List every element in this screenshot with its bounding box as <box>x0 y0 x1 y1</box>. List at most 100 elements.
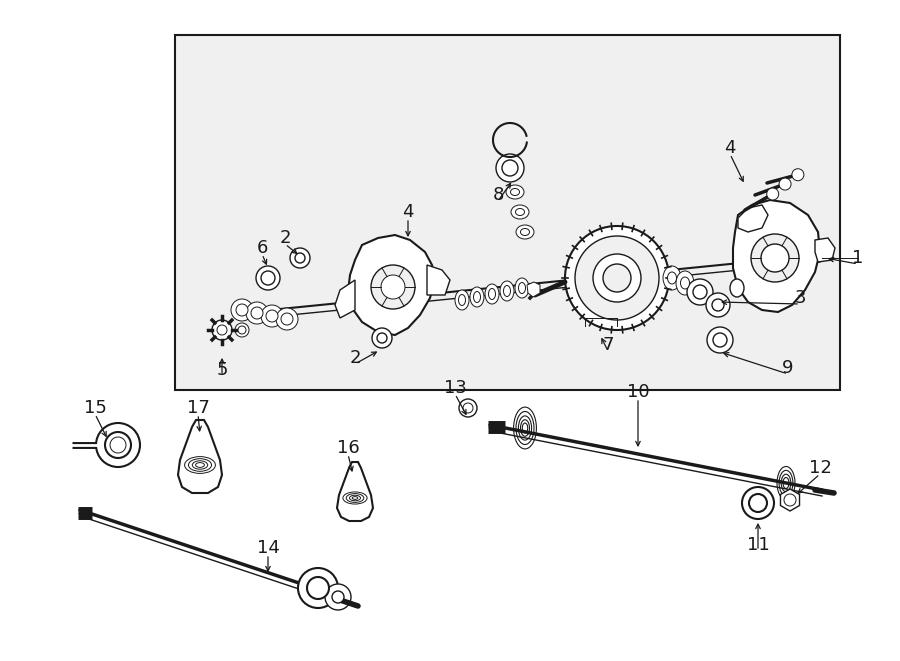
Circle shape <box>792 169 804 180</box>
Circle shape <box>463 403 473 413</box>
Circle shape <box>565 226 669 330</box>
Text: 9: 9 <box>782 359 794 377</box>
Text: 4: 4 <box>724 139 736 157</box>
Polygon shape <box>780 489 799 511</box>
Circle shape <box>707 327 733 353</box>
Ellipse shape <box>503 286 510 297</box>
Circle shape <box>105 432 131 458</box>
Circle shape <box>496 154 524 182</box>
Ellipse shape <box>489 288 496 299</box>
Text: 1: 1 <box>852 249 864 267</box>
Circle shape <box>377 333 387 343</box>
Ellipse shape <box>515 278 529 298</box>
Text: 6: 6 <box>256 239 267 257</box>
Circle shape <box>295 253 305 263</box>
Circle shape <box>693 285 707 299</box>
Ellipse shape <box>511 205 529 219</box>
Text: 4: 4 <box>402 203 414 221</box>
Circle shape <box>459 399 477 417</box>
Polygon shape <box>178 420 222 493</box>
Text: 10: 10 <box>626 383 649 401</box>
Polygon shape <box>337 462 373 521</box>
Ellipse shape <box>516 225 534 239</box>
Ellipse shape <box>500 281 514 301</box>
Bar <box>175 35 840 390</box>
Polygon shape <box>427 265 450 295</box>
Ellipse shape <box>518 282 526 293</box>
Text: 11: 11 <box>747 536 770 554</box>
Circle shape <box>298 568 338 608</box>
Circle shape <box>761 244 789 272</box>
Ellipse shape <box>485 284 499 304</box>
Ellipse shape <box>473 292 481 303</box>
Circle shape <box>381 275 405 299</box>
Circle shape <box>713 333 727 347</box>
Circle shape <box>217 325 227 335</box>
Text: 15: 15 <box>84 399 106 417</box>
Circle shape <box>706 293 730 317</box>
Text: 3: 3 <box>794 289 806 307</box>
Circle shape <box>307 577 329 599</box>
Text: 14: 14 <box>256 539 279 557</box>
Circle shape <box>502 160 518 176</box>
Circle shape <box>749 494 767 512</box>
Circle shape <box>266 310 278 322</box>
Text: 2: 2 <box>279 229 291 247</box>
Text: 5: 5 <box>216 361 228 379</box>
Text: 2: 2 <box>349 349 361 367</box>
Polygon shape <box>348 235 435 335</box>
Text: 17: 17 <box>186 399 210 417</box>
Ellipse shape <box>458 295 465 305</box>
Polygon shape <box>335 280 355 318</box>
Text: 13: 13 <box>444 379 466 397</box>
Circle shape <box>246 302 268 324</box>
Circle shape <box>767 188 778 200</box>
Circle shape <box>371 265 415 309</box>
Circle shape <box>751 234 799 282</box>
Text: 7: 7 <box>602 336 614 354</box>
Circle shape <box>784 494 796 506</box>
Polygon shape <box>527 282 540 297</box>
Circle shape <box>593 254 641 302</box>
Ellipse shape <box>680 277 689 289</box>
Circle shape <box>742 487 774 519</box>
Circle shape <box>779 178 791 190</box>
Ellipse shape <box>730 279 744 297</box>
Circle shape <box>238 326 246 334</box>
Text: 12: 12 <box>808 459 832 477</box>
Text: 8: 8 <box>492 186 504 204</box>
Circle shape <box>687 279 713 305</box>
Circle shape <box>712 299 724 311</box>
Polygon shape <box>738 205 768 232</box>
Circle shape <box>325 584 351 610</box>
Circle shape <box>212 320 232 340</box>
Ellipse shape <box>663 266 681 290</box>
Circle shape <box>332 591 344 603</box>
Ellipse shape <box>676 271 694 295</box>
Ellipse shape <box>668 272 677 284</box>
Polygon shape <box>733 200 820 312</box>
Circle shape <box>231 299 253 321</box>
Circle shape <box>261 271 275 285</box>
Circle shape <box>251 307 263 319</box>
Circle shape <box>261 305 283 327</box>
Ellipse shape <box>506 185 524 199</box>
Circle shape <box>603 264 631 292</box>
Circle shape <box>236 304 248 316</box>
Ellipse shape <box>510 188 519 196</box>
Ellipse shape <box>516 208 525 215</box>
Ellipse shape <box>520 229 529 235</box>
Circle shape <box>276 308 298 330</box>
Ellipse shape <box>470 287 484 307</box>
Circle shape <box>290 248 310 268</box>
Circle shape <box>96 423 140 467</box>
Polygon shape <box>815 238 835 262</box>
Circle shape <box>235 323 249 337</box>
Circle shape <box>256 266 280 290</box>
Text: 16: 16 <box>337 439 359 457</box>
Circle shape <box>281 313 293 325</box>
Circle shape <box>110 437 126 453</box>
Circle shape <box>372 328 392 348</box>
Circle shape <box>575 236 659 320</box>
Ellipse shape <box>455 290 469 310</box>
